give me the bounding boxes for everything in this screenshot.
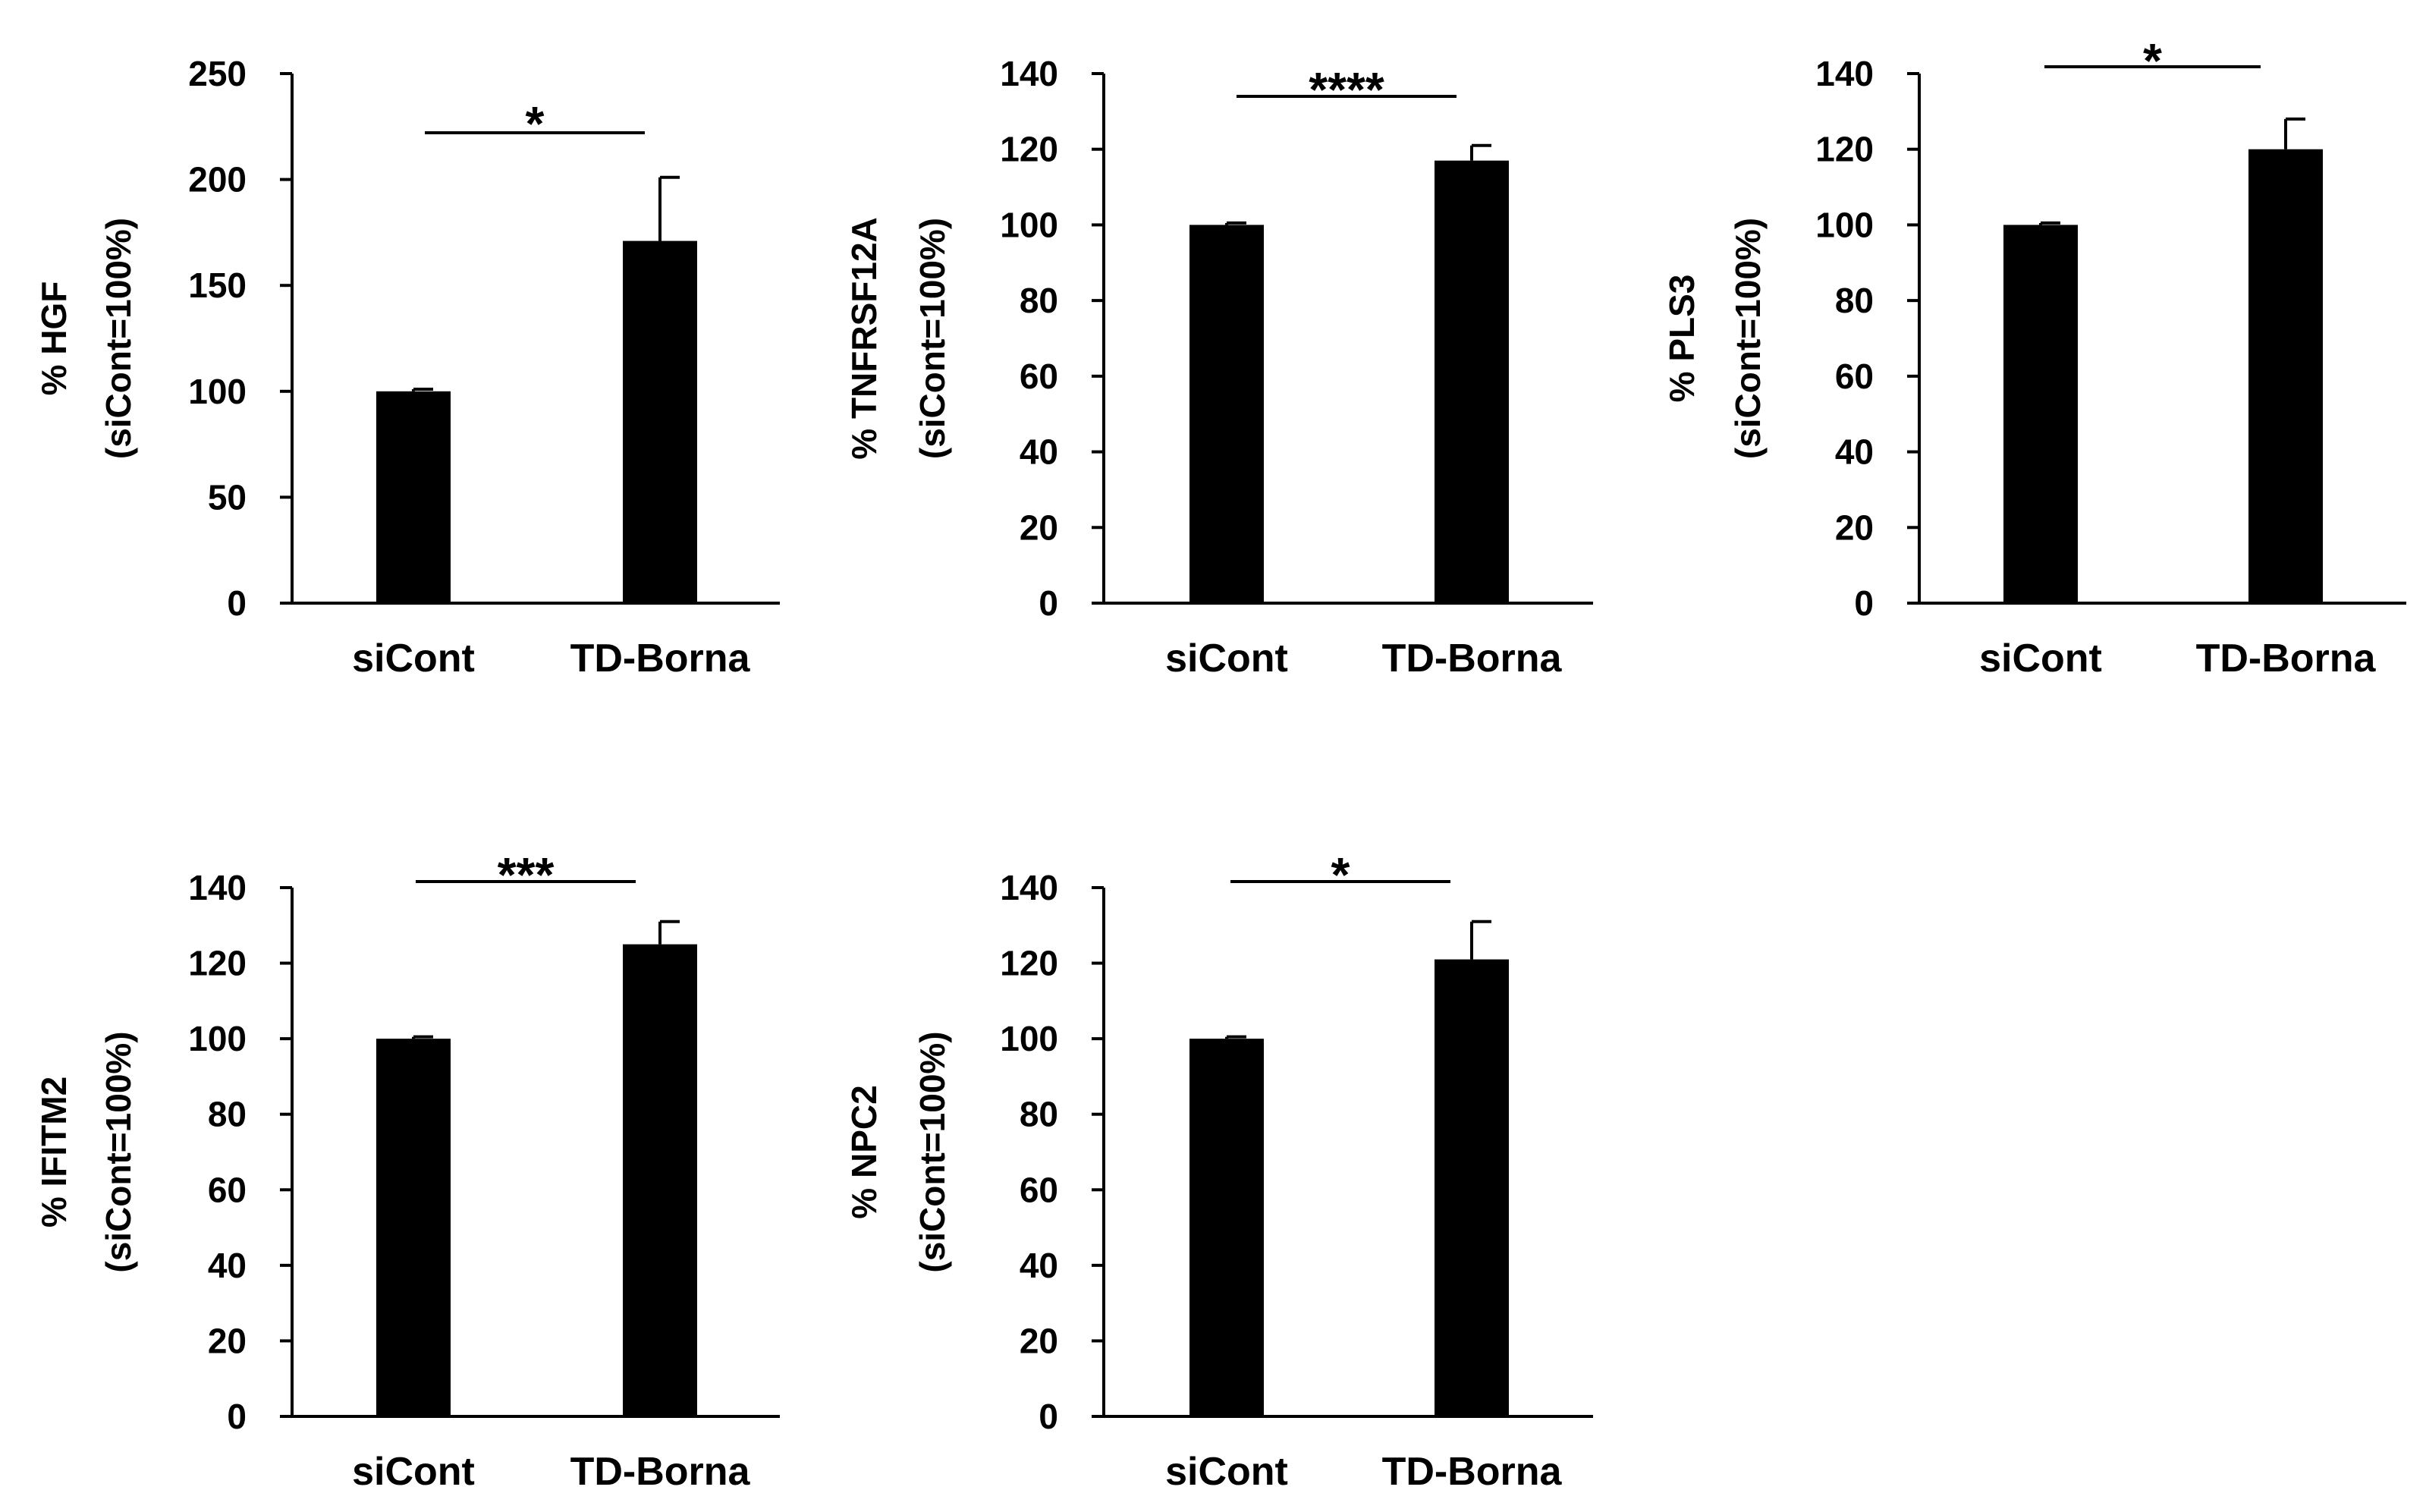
y-tick-label: 150 (188, 266, 247, 305)
bar-td-borna (1435, 959, 1509, 1416)
y-tick-label: 120 (1000, 130, 1058, 169)
bar-td-borna (623, 944, 697, 1416)
category-label: siCont (352, 1450, 475, 1494)
y-axis-title-line-2: (siCont=100%) (99, 218, 138, 459)
y-tick-label: 0 (1854, 583, 1874, 623)
bar-sicont (376, 1039, 451, 1416)
category-label: TD-Borna (2196, 637, 2377, 681)
chart-panel-4: 0 20 40 60 80 100 120 140 siCont TD-Borna *** % IFI… (34, 847, 780, 1494)
chart-panel-2: 0 20 40 60 80 100 120 140 siCont TD-Borna **** % TN… (844, 54, 1593, 681)
y-tick-label: 100 (188, 372, 247, 411)
y-axis-title-line-2: (siCont=100%) (1728, 218, 1768, 459)
y-tick-label: 20 (1020, 1321, 1058, 1360)
bar-td-borna (623, 240, 697, 603)
significance-label: * (2143, 33, 2162, 88)
significance-label: * (526, 96, 545, 151)
y-tick-label: 120 (1000, 944, 1058, 983)
y-tick-label: 200 (188, 160, 247, 200)
y-axis-title-line-1: % HGF (34, 281, 74, 396)
bar-sicont (1189, 1039, 1264, 1416)
y-tick-label: 20 (1835, 508, 1874, 547)
y-tick-label: 80 (1020, 281, 1058, 320)
y-tick-label: 20 (208, 1321, 247, 1360)
category-label: siCont (352, 637, 475, 681)
y-tick-label: 20 (1020, 508, 1058, 547)
bar-sicont (376, 391, 451, 603)
y-axis-title-line-1: % TNFRSF12A (844, 217, 884, 459)
bar-sicont (2003, 225, 2078, 603)
y-axis-title-line-2: (siCont=100%) (913, 218, 952, 459)
y-tick-label: 60 (1020, 1170, 1058, 1209)
y-tick-label: 80 (208, 1095, 247, 1134)
chart-panel-1: 0 50 100 150 200 250 siCont TD-Borna * % HGF (siCo… (34, 54, 780, 681)
y-tick-label: 100 (1000, 1019, 1058, 1058)
y-tick-label: 60 (208, 1170, 247, 1209)
y-tick-label: 0 (1039, 1397, 1058, 1436)
y-tick-label: 120 (188, 944, 247, 983)
y-tick-label: 140 (188, 868, 247, 907)
bar-sicont (1189, 225, 1264, 603)
y-tick-label: 140 (1815, 54, 1874, 93)
y-tick-label: 40 (1020, 1246, 1058, 1285)
y-tick-label: 100 (1000, 205, 1058, 244)
y-axis-title-line-2: (siCont=100%) (99, 1031, 138, 1272)
y-tick-label: 0 (227, 1397, 247, 1436)
y-tick-label: 250 (188, 54, 247, 93)
category-label: TD-Borna (570, 637, 751, 681)
category-label: TD-Borna (570, 1450, 751, 1494)
bar-td-borna (2248, 149, 2323, 603)
category-label: siCont (1979, 637, 2102, 681)
bar-td-borna (1435, 160, 1509, 603)
y-tick-label: 80 (1020, 1095, 1058, 1134)
y-tick-label: 120 (1815, 130, 1874, 169)
y-tick-label: 60 (1020, 357, 1058, 396)
category-label: siCont (1165, 1450, 1288, 1494)
y-axis-title-line-2: (siCont=100%) (913, 1031, 952, 1272)
chart-panel-3: 0 20 40 60 80 100 120 140 siCont TD-Borna * % PLS3 (… (1662, 33, 2406, 681)
y-tick-label: 140 (1000, 54, 1058, 93)
y-tick-label: 40 (208, 1246, 247, 1285)
y-tick-label: 40 (1835, 432, 1874, 472)
y-tick-label: 100 (188, 1019, 247, 1058)
y-axis-title-line-1: % NPC2 (844, 1085, 884, 1218)
y-tick-label: 100 (1815, 205, 1874, 244)
significance-label: * (1331, 847, 1350, 902)
category-label: siCont (1165, 637, 1288, 681)
y-tick-label: 50 (208, 477, 247, 517)
y-axis-title-line-1: % IFITM2 (34, 1077, 74, 1228)
y-tick-label: 0 (227, 583, 247, 623)
y-tick-label: 60 (1835, 357, 1874, 396)
y-tick-label: 40 (1020, 432, 1058, 472)
y-tick-label: 0 (1039, 583, 1058, 623)
chart-panel-5: 0 20 40 60 80 100 120 140 siCont TD-Borna * % NPC2 (… (844, 847, 1593, 1494)
significance-label: *** (498, 847, 555, 902)
y-axis-title-line-1: % PLS3 (1662, 275, 1702, 403)
significance-label: **** (1309, 62, 1384, 117)
category-label: TD-Borna (1382, 1450, 1563, 1494)
y-tick-label: 80 (1835, 281, 1874, 320)
category-label: TD-Borna (1382, 637, 1563, 681)
y-tick-label: 140 (1000, 868, 1058, 907)
